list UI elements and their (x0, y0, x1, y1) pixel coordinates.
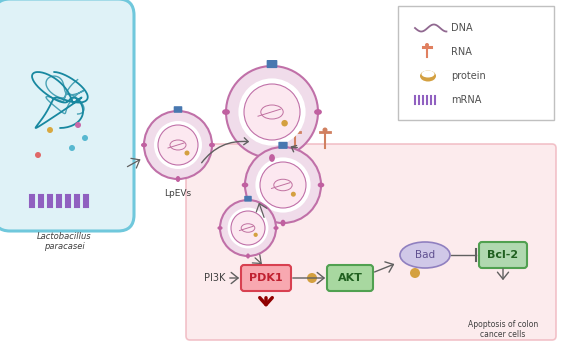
Circle shape (231, 211, 265, 245)
FancyBboxPatch shape (244, 196, 252, 202)
Circle shape (323, 127, 328, 133)
FancyBboxPatch shape (398, 6, 554, 120)
Ellipse shape (242, 183, 249, 187)
Text: protein: protein (451, 71, 486, 81)
FancyBboxPatch shape (174, 106, 182, 113)
Circle shape (244, 84, 300, 140)
Ellipse shape (318, 183, 324, 187)
Text: Lactobacillus
paracasei: Lactobacillus paracasei (36, 232, 91, 251)
FancyBboxPatch shape (278, 142, 288, 149)
Circle shape (35, 152, 41, 158)
Text: PDK1: PDK1 (249, 273, 283, 283)
Circle shape (254, 233, 257, 237)
Circle shape (158, 125, 198, 165)
Ellipse shape (218, 226, 223, 230)
Text: Bad: Bad (415, 250, 435, 260)
Text: mRNA: mRNA (451, 95, 481, 105)
Ellipse shape (421, 70, 435, 77)
Circle shape (69, 145, 75, 151)
Text: PI3K: PI3K (204, 273, 226, 283)
FancyBboxPatch shape (186, 144, 556, 340)
Ellipse shape (280, 220, 286, 226)
Circle shape (245, 147, 321, 223)
Circle shape (425, 43, 429, 47)
Ellipse shape (314, 109, 322, 115)
FancyBboxPatch shape (479, 242, 527, 268)
Circle shape (144, 111, 212, 179)
Circle shape (75, 122, 81, 128)
Text: DNA: DNA (451, 23, 472, 33)
Ellipse shape (246, 253, 250, 259)
FancyBboxPatch shape (0, 0, 134, 231)
Circle shape (47, 127, 53, 133)
Circle shape (291, 192, 296, 197)
Circle shape (228, 208, 268, 248)
FancyBboxPatch shape (241, 265, 291, 291)
Circle shape (260, 162, 306, 208)
Ellipse shape (420, 70, 436, 82)
Circle shape (410, 268, 420, 278)
Circle shape (307, 273, 317, 283)
Circle shape (282, 120, 288, 126)
Text: RNA: RNA (451, 47, 472, 57)
Circle shape (220, 200, 276, 256)
Text: LpEVs: LpEVs (259, 169, 286, 178)
Ellipse shape (400, 242, 450, 268)
Ellipse shape (222, 109, 230, 115)
Circle shape (238, 78, 306, 146)
Text: LpEVs: LpEVs (164, 189, 191, 198)
Text: Apoptosis of colon
cancer cells: Apoptosis of colon cancer cells (468, 320, 538, 339)
FancyBboxPatch shape (327, 265, 373, 291)
Circle shape (82, 135, 88, 141)
Ellipse shape (176, 176, 180, 182)
Circle shape (292, 127, 297, 133)
Circle shape (185, 151, 190, 155)
FancyBboxPatch shape (266, 60, 277, 68)
Text: Bcl-2: Bcl-2 (488, 250, 518, 260)
Ellipse shape (141, 143, 147, 147)
Text: AKT: AKT (338, 273, 362, 283)
Ellipse shape (209, 143, 215, 147)
Circle shape (154, 121, 202, 169)
Circle shape (255, 158, 311, 213)
Ellipse shape (269, 154, 275, 162)
Circle shape (226, 66, 318, 158)
Ellipse shape (273, 226, 279, 230)
